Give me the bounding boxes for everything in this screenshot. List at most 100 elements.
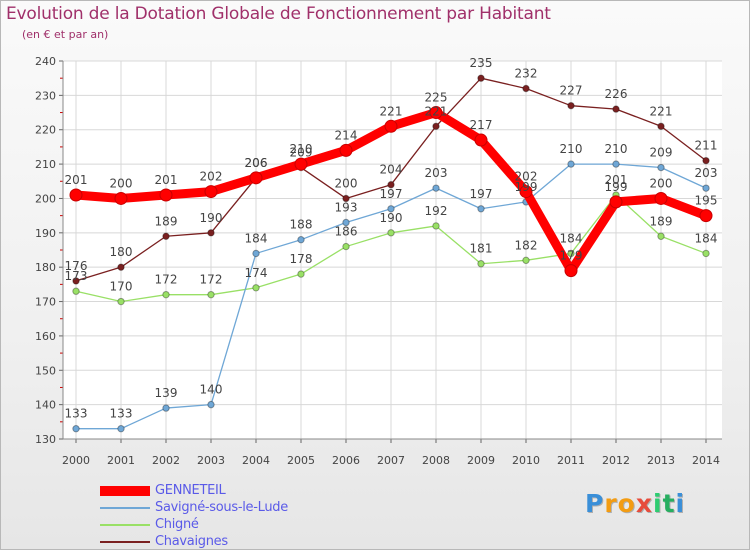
data-point-GENNETEIL-2003 <box>204 185 218 199</box>
logo-letter: r <box>604 489 618 518</box>
data-label-Chigné-2001: 170 <box>110 280 133 294</box>
legend-item: Savigné-sous-le-Lude <box>100 500 360 517</box>
data-point-Savigné-sous-le-Lude-2001 <box>117 424 125 433</box>
data-point-GENNETEIL-2010 <box>519 185 533 199</box>
data-point-Chigné-2008 <box>432 222 440 230</box>
logo-letter: P <box>585 489 605 518</box>
tick-label-y-140: 140 <box>35 399 56 412</box>
proxiti-logo: Proxiti <box>585 489 685 518</box>
data-label-Chavaignes-2005: 209 <box>290 146 313 160</box>
logo-letter: i <box>653 489 663 518</box>
data-point-Chigné-2003 <box>207 290 215 299</box>
data-point-Chigné-2002 <box>162 290 170 299</box>
data-point-Chigné-2004 <box>252 284 260 292</box>
data-label-Chavaignes-2013: 221 <box>650 104 673 118</box>
data-point-GENNETEIL-2007 <box>384 119 398 133</box>
data-point-GENNETEIL-2008 <box>429 106 443 120</box>
data-point-Savigné-sous-le-Lude-2012 <box>612 160 620 168</box>
logo-letter: t <box>662 489 676 518</box>
data-label-Chavaignes-2007: 204 <box>380 163 403 177</box>
data-point-Chavaignes-2013 <box>657 122 665 130</box>
data-label-Savigné-sous-le-Lude-2004: 184 <box>245 231 268 245</box>
data-label-Savigné-sous-le-Lude-2001: 133 <box>110 407 133 421</box>
data-label-GENNETEIL-2007: 221 <box>380 104 403 118</box>
data-label-GENNETEIL-2009: 217 <box>470 118 493 132</box>
data-label-Savigné-sous-le-Lude-2007: 197 <box>380 187 403 201</box>
data-point-GENNETEIL-2014 <box>699 209 713 223</box>
data-label-Savigné-sous-le-Lude-2012: 210 <box>605 142 628 156</box>
data-label-Chavaignes-2011: 227 <box>560 84 583 98</box>
data-point-Chigné-2013 <box>657 232 665 240</box>
tick-label-x-2009: 2009 <box>467 454 495 467</box>
data-label-GENNETEIL-2001: 200 <box>110 176 133 190</box>
data-point-Chavaignes-2002 <box>162 232 170 240</box>
data-point-Chavaignes-2010 <box>522 84 530 93</box>
tick-label-y-200: 200 <box>35 192 56 205</box>
data-label-Chavaignes-2002: 189 <box>155 214 178 228</box>
data-label-GENNETEIL-2006: 214 <box>335 128 358 142</box>
data-point-Chigné-2001 <box>117 297 125 306</box>
data-point-Chavaignes-2009 <box>477 74 485 82</box>
data-point-GENNETEIL-2013 <box>654 191 668 205</box>
data-label-Savigné-sous-le-Lude-2014: 203 <box>695 166 718 180</box>
tick-label-x-2000: 2000 <box>62 454 90 467</box>
legend-swatch <box>100 507 150 509</box>
tick-label-y-180: 180 <box>35 261 56 274</box>
legend-label: Chavaignes <box>155 534 228 549</box>
data-label-Chavaignes-2009: 235 <box>470 56 493 70</box>
tick-label-y-130: 130 <box>35 433 56 446</box>
logo-letter: i <box>675 489 686 518</box>
data-label-GENNETEIL-2003: 202 <box>200 170 223 184</box>
tick-label-y-160: 160 <box>35 330 56 343</box>
tick-label-y-150: 150 <box>35 364 56 377</box>
data-label-Chavaignes-2000: 176 <box>65 259 88 273</box>
data-point-Chavaignes-2012 <box>612 105 620 113</box>
data-point-Chigné-2007 <box>387 229 395 237</box>
data-point-Savigné-sous-le-Lude-2009 <box>477 205 485 213</box>
legend-label: GENNETEIL <box>155 483 226 498</box>
logo-letter: x <box>635 489 653 518</box>
tick-label-x-2013: 2013 <box>647 454 675 467</box>
data-point-GENNETEIL-2004 <box>249 171 263 185</box>
tick-label-x-2001: 2001 <box>107 454 135 467</box>
data-label-GENNETEIL-2000: 201 <box>65 173 88 187</box>
tick-label-x-2008: 2008 <box>422 454 450 467</box>
data-label-Chavaignes-2003: 190 <box>200 211 223 225</box>
legend-swatch <box>100 541 150 543</box>
data-label-Savigné-sous-le-Lude-2008: 203 <box>425 166 448 180</box>
tick-label-y-240: 240 <box>35 55 56 68</box>
data-label-Savigné-sous-le-Lude-2009: 197 <box>470 187 493 201</box>
data-label-Chigné-2004: 174 <box>245 266 268 280</box>
data-label-Chigné-2014: 184 <box>695 231 718 245</box>
data-label-Chavaignes-2012: 226 <box>605 87 628 101</box>
data-point-Savigné-sous-le-Lude-2014 <box>702 184 710 192</box>
tick-label-y-170: 170 <box>35 296 56 309</box>
tick-label-x-2012: 2012 <box>602 454 630 467</box>
data-label-Savigné-sous-le-Lude-2002: 139 <box>155 386 178 400</box>
data-point-GENNETEIL-2002 <box>159 188 173 202</box>
data-label-Chavaignes-2001: 180 <box>110 245 133 259</box>
data-label-Chavaignes-2014: 211 <box>695 139 718 153</box>
data-label-Chigné-2003: 172 <box>200 273 223 287</box>
data-point-Savigné-sous-le-Lude-2007 <box>387 205 395 213</box>
data-label-Savigné-sous-le-Lude-2013: 209 <box>650 146 673 160</box>
tick-label-x-2004: 2004 <box>242 454 270 467</box>
data-label-Savigné-sous-le-Lude-2005: 188 <box>290 218 313 232</box>
tick-label-x-2014: 2014 <box>692 454 720 467</box>
legend-item: GENNETEIL <box>100 483 360 500</box>
tick-label-y-230: 230 <box>35 89 56 102</box>
logo-letter: o <box>617 489 636 518</box>
data-label-Chavaignes-2006: 200 <box>335 176 358 190</box>
data-label-Savigné-sous-le-Lude-2003: 140 <box>200 383 223 397</box>
data-point-Chavaignes-2003 <box>207 229 215 237</box>
data-point-GENNETEIL-2001 <box>114 191 128 205</box>
data-point-Savigné-sous-le-Lude-2013 <box>657 163 665 172</box>
data-point-Chigné-2014 <box>702 249 710 258</box>
data-point-Chigné-2000 <box>72 287 80 295</box>
data-label-Chigné-2007: 190 <box>380 211 403 225</box>
data-label-Chigné-2008: 192 <box>425 204 448 218</box>
tick-label-x-2006: 2006 <box>332 454 360 467</box>
chart-legend: GENNETEIL Savigné-sous-le-Lude Chigné Chava… <box>100 483 360 551</box>
data-label-GENNETEIL-2002: 201 <box>155 173 178 187</box>
data-point-GENNETEIL-2000 <box>69 188 83 202</box>
